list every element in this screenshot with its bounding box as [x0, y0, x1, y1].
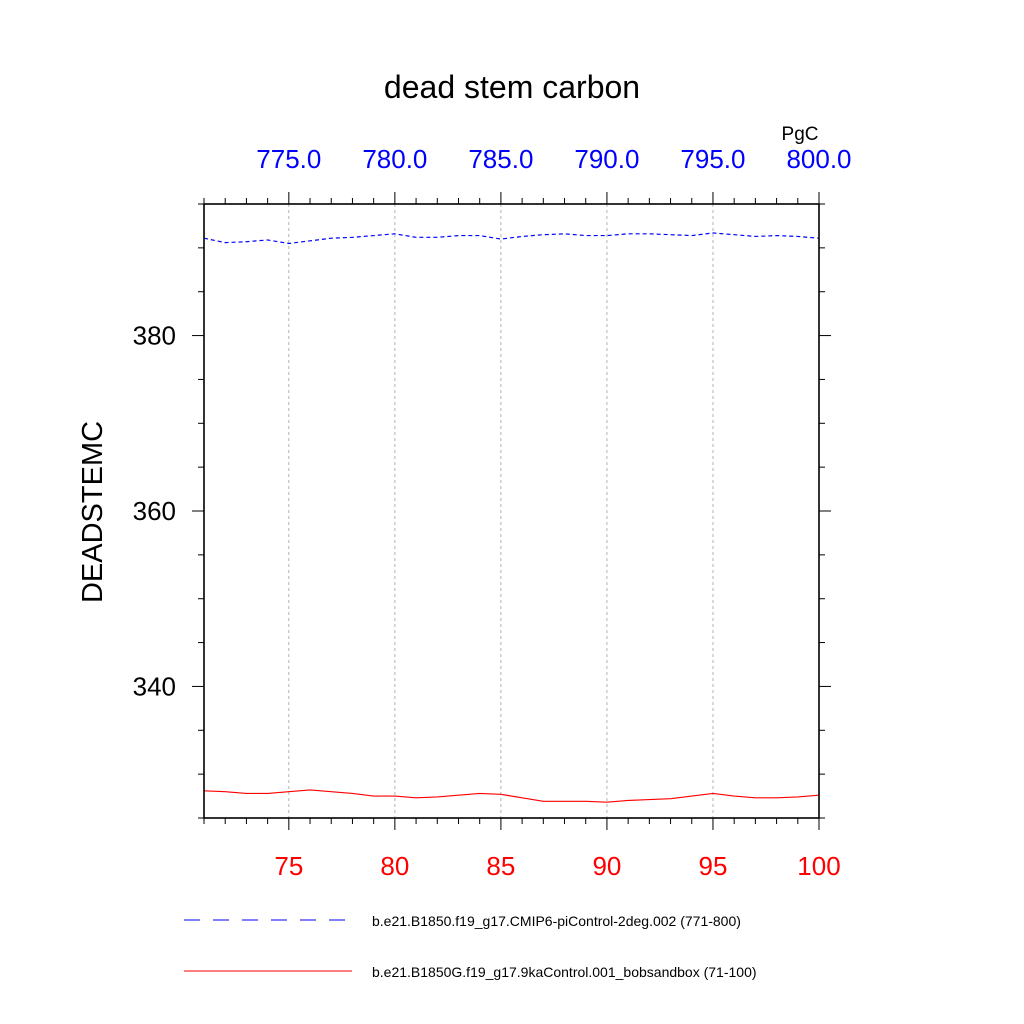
x-bottom-tick-label: 85	[486, 851, 515, 881]
x-bottom-tick-label: 75	[274, 851, 303, 881]
legend: b.e21.B1850.f19_g17.CMIP6-piControl-2deg…	[184, 913, 757, 980]
x-bottom-tick-label: 90	[592, 851, 621, 881]
series-line-2	[203, 789, 820, 803]
y-tick-label: 360	[133, 496, 176, 526]
x-top-tick-label: 790.0	[574, 144, 639, 174]
units-label: PgC	[782, 124, 819, 145]
y-tick-label: 340	[133, 671, 176, 701]
series-layer	[203, 232, 820, 803]
x-top-tick-label: 780.0	[362, 144, 427, 174]
x-top-tick-label: 775.0	[256, 144, 321, 174]
y-tick-label: 380	[133, 321, 176, 351]
chart-title: dead stem carbon	[384, 69, 640, 105]
x-bottom-tick-label: 100	[797, 851, 840, 881]
y-axis-label: DEADSTEMC	[77, 421, 109, 603]
x-top-tick-label: 795.0	[680, 144, 745, 174]
series-line-1	[203, 232, 820, 245]
legend-label-1: b.e21.B1850.f19_g17.CMIP6-piControl-2deg…	[372, 913, 741, 929]
x-top-tick-label: 800.0	[786, 144, 851, 174]
x-bottom-tick-label: 95	[699, 851, 728, 881]
x-bottom-tick-label: 80	[380, 851, 409, 881]
legend-label-2: b.e21.B1850G.f19_g17.9kaControl.001_bobs…	[372, 964, 757, 980]
x-top-tick-label: 785.0	[468, 144, 533, 174]
axes-layer: 75 80 85 90 95 100 775.0 780.0 785.0 790.0 795.0 80…	[133, 144, 852, 881]
